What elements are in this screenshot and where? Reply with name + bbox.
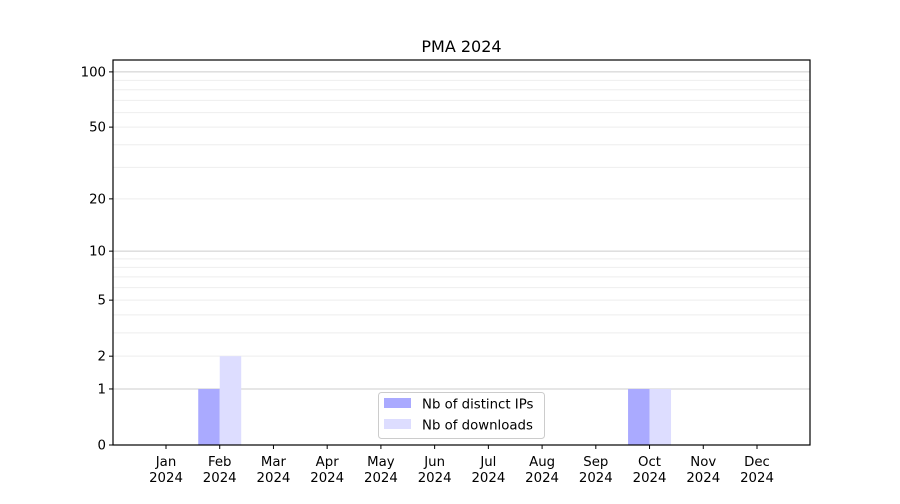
x-tick-label: Feb [208, 455, 232, 470]
bar-downloads [649, 388, 672, 445]
legend-label-downloads: Nb of downloads [422, 419, 533, 434]
legend-box [378, 392, 545, 439]
grid [113, 71, 810, 390]
bars [198, 356, 672, 445]
y-tick-label: 20 [89, 192, 106, 207]
x-tick-label: Apr [316, 455, 340, 470]
bar-distinct-ips [628, 388, 650, 445]
x-tick-label: 2024 [203, 471, 237, 486]
legend: Nb of distinct IPs Nb of downloads [378, 392, 545, 439]
x-tick-label: 2024 [471, 471, 505, 486]
y-tick-label: 5 [98, 294, 106, 309]
y-axis: 0 1 2 5 10 20 50 100 [81, 65, 113, 454]
x-tick-label: May [367, 455, 395, 470]
x-tick-label: 2024 [579, 471, 613, 486]
bar-downloads [219, 356, 242, 445]
x-tick-label: 2024 [525, 471, 559, 486]
y-tick-label: 2 [98, 350, 106, 365]
x-tick-label: Jul [479, 455, 496, 470]
legend-swatch-ips [384, 398, 411, 408]
x-tick-label: Dec [744, 455, 770, 470]
legend-swatch-downloads [384, 419, 411, 429]
x-tick-label: Oct [638, 455, 661, 470]
x-tick-label: 2024 [740, 471, 774, 486]
x-tick-label: Nov [690, 455, 716, 470]
y-tick-label: 10 [89, 245, 106, 260]
x-tick-label: Jun [423, 455, 445, 470]
x-tick-label: 2024 [310, 471, 344, 486]
chart-title: PMA 2024 [421, 37, 501, 56]
x-tick-label: Aug [529, 455, 555, 470]
y-tick-label: 0 [98, 439, 106, 454]
x-tick-label: Sep [583, 455, 608, 470]
y-tick-label: 50 [89, 121, 106, 136]
x-tick-label: Jan [155, 455, 177, 470]
y-tick-label: 100 [81, 65, 106, 80]
x-axis: Jan2024Feb2024Mar2024Apr2024May2024Jun20… [149, 445, 774, 486]
bar-distinct-ips [198, 388, 220, 445]
x-tick-label: 2024 [149, 471, 183, 486]
x-tick-label: 2024 [418, 471, 452, 486]
axes-frame [112, 59, 811, 446]
x-tick-label: 2024 [364, 471, 398, 486]
y-tick-label: 1 [98, 382, 106, 397]
x-tick-label: 2024 [686, 471, 720, 486]
x-tick-label: 2024 [633, 471, 667, 486]
x-tick-label: 2024 [257, 471, 291, 486]
legend-label-ips: Nb of distinct IPs [422, 398, 534, 413]
x-tick-label: Mar [261, 455, 287, 470]
